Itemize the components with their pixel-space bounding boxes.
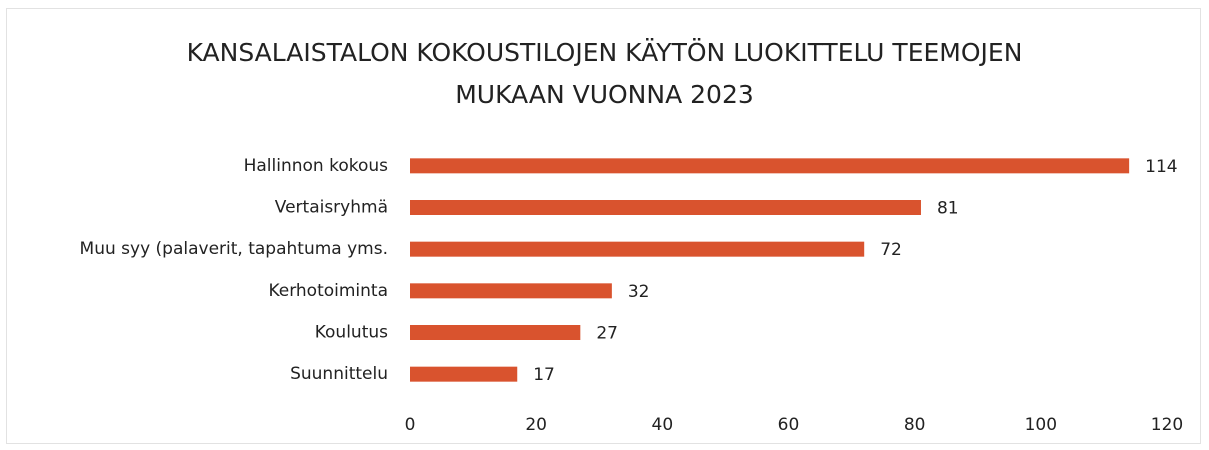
chart-frame <box>6 8 1201 444</box>
data-label: 17 <box>533 365 555 385</box>
y-tick-label: Hallinnon kokous <box>244 156 389 176</box>
x-tick-label: 80 <box>904 415 926 435</box>
x-tick-label: 40 <box>652 415 674 435</box>
x-tick-label: 100 <box>1025 415 1057 435</box>
y-tick-label: Vertaisryhmä <box>275 198 388 218</box>
data-label: 32 <box>628 282 650 302</box>
y-tick-label: Suunnittelu <box>290 364 388 384</box>
x-tick-label: 0 <box>405 415 416 435</box>
x-tick-label: 120 <box>1151 415 1183 435</box>
data-label: 114 <box>1145 157 1177 177</box>
bar <box>410 283 612 299</box>
x-tick-label: 60 <box>778 415 800 435</box>
data-label: 81 <box>937 199 959 219</box>
bar <box>410 158 1130 174</box>
bar <box>410 200 921 215</box>
x-tick-label: 20 <box>525 415 547 435</box>
bar <box>410 241 865 257</box>
y-tick-label: Muu syy (palaverit, tapahtuma yms. <box>80 239 388 259</box>
data-label: 72 <box>880 240 902 260</box>
y-tick-label: Kerhotoiminta <box>268 281 388 301</box>
chart-title: KANSALAISTALON KOKOUSTILOJEN KÄYTÖN LUOK… <box>186 38 1023 109</box>
bar <box>410 325 581 340</box>
data-label: 27 <box>596 324 618 344</box>
bar <box>410 366 518 382</box>
y-tick-label: Koulutus <box>315 323 388 343</box>
